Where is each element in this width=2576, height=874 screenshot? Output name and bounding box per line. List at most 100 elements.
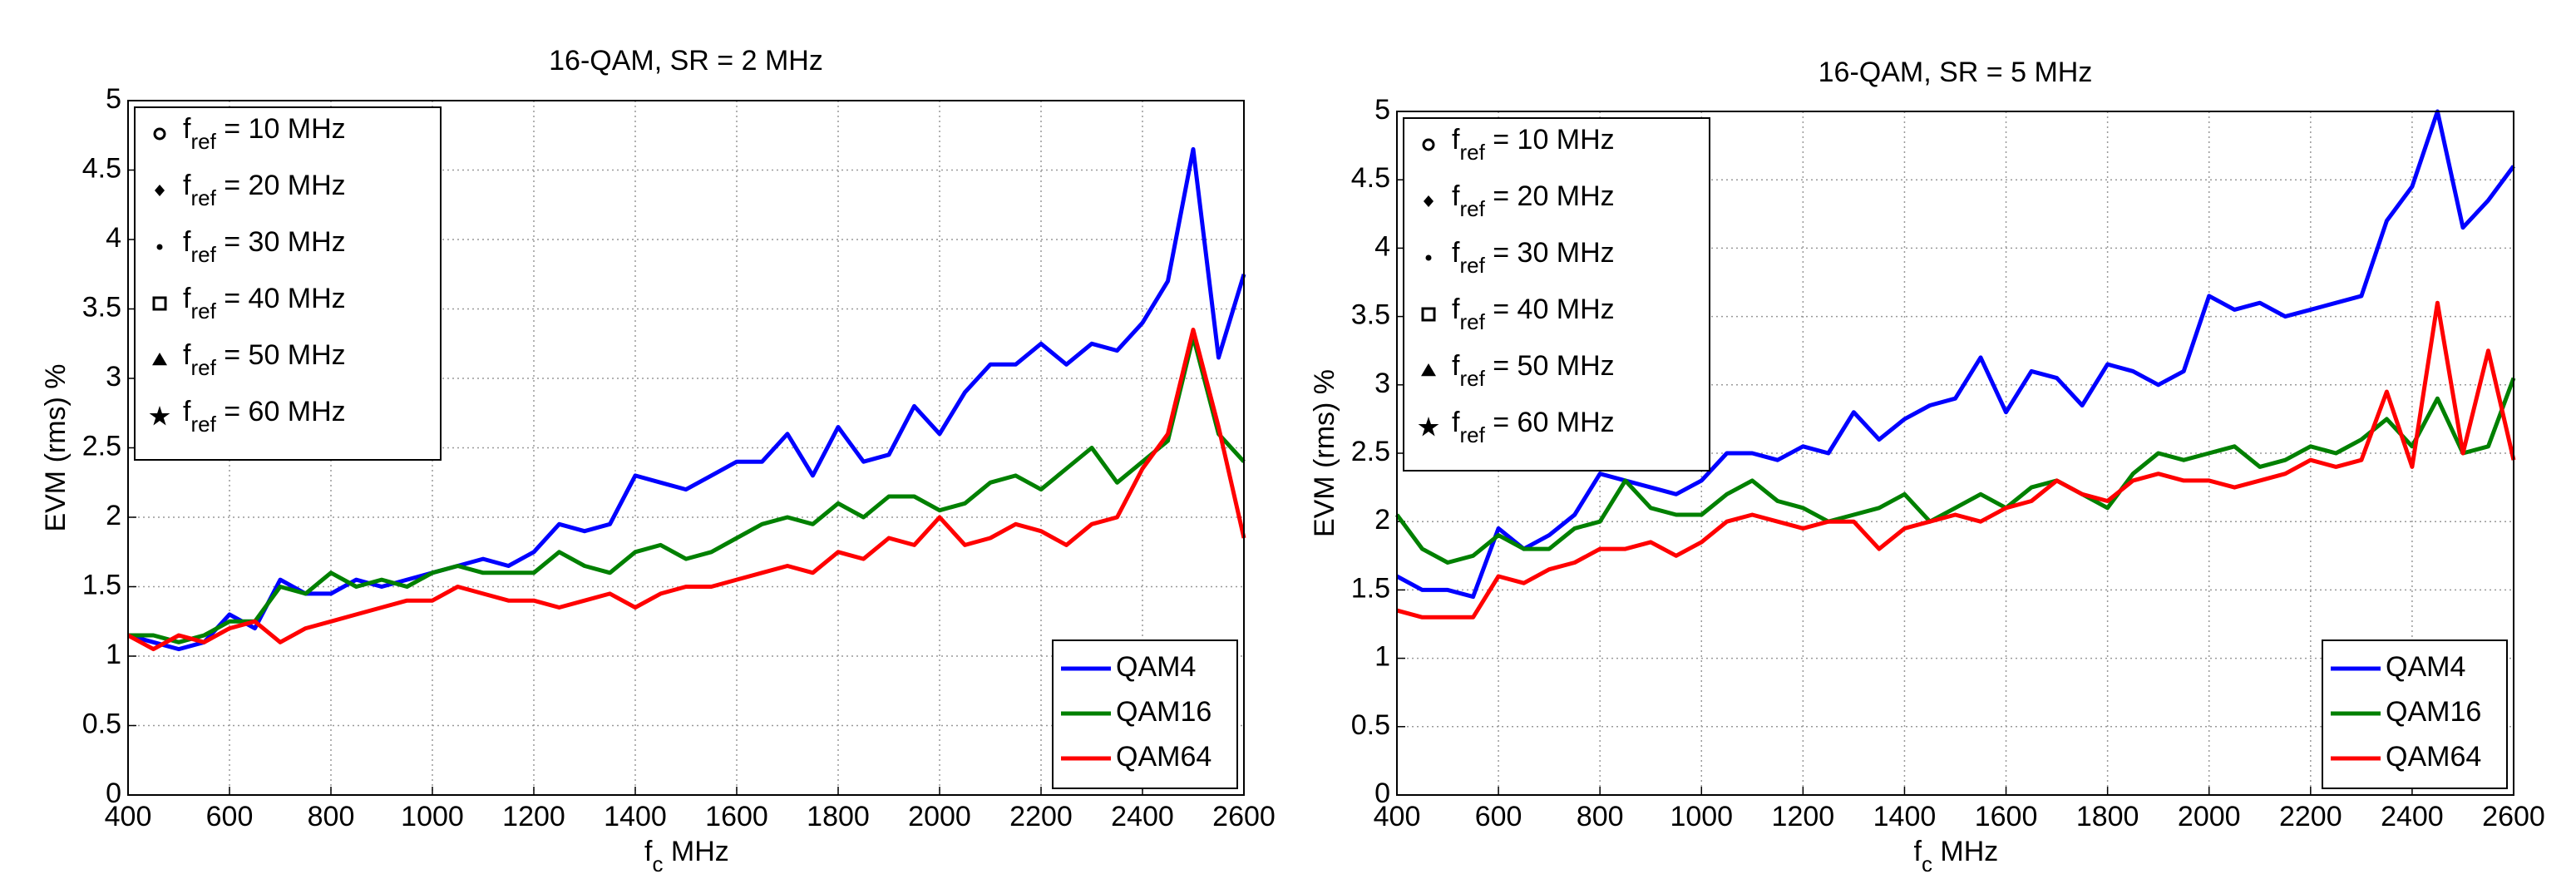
text-rest: = 40 MHz [1485, 294, 1615, 325]
text-rest: = 60 MHz [1485, 407, 1615, 438]
x-tick-label: 2000 [908, 801, 971, 832]
text-sub: ref [190, 355, 216, 380]
text-sub: ref [190, 242, 216, 267]
text-main: f [183, 396, 191, 427]
label: fref = 40 MHz [183, 283, 346, 323]
legend-label: QAM16 [2386, 696, 2481, 728]
text-rest: = 20 MHz [1485, 180, 1615, 212]
legend-label: QAM4 [1116, 651, 1196, 683]
label: fref = 40 MHz [1452, 294, 1615, 334]
legend-label: QAM4 [2386, 651, 2465, 683]
text-main: f [1452, 350, 1460, 382]
label: fref = 20 MHz [1452, 180, 1615, 221]
y-tick-label: 3.5 [1351, 299, 1390, 331]
label: fref = 30 MHz [183, 226, 346, 267]
y-tick-label: 1 [1374, 641, 1390, 673]
text-main: f [1914, 836, 1922, 867]
y-tick-label: 4.5 [82, 152, 121, 184]
x-tick-label: 1400 [1873, 801, 1937, 832]
text-sub: ref [190, 299, 216, 323]
legend-symbol [1418, 417, 1439, 437]
chart-title: 16-QAM, SR = 5 MHz [1818, 57, 2093, 88]
text-main: f [1452, 124, 1460, 156]
text-main: f [183, 339, 191, 371]
x-tick-label: 1400 [604, 801, 667, 832]
y-tick-label: 0.5 [82, 708, 121, 739]
label: fref = 30 MHz [1452, 237, 1615, 278]
y-axis-label: EVM (rms) % [40, 363, 72, 531]
label: fref = 10 MHz [1452, 124, 1615, 165]
x-tick-label: 2600 [2482, 801, 2545, 832]
text-rest: = 10 MHz [1485, 124, 1615, 156]
y-tick-label: 0 [1374, 778, 1390, 809]
text-rest: = 30 MHz [1485, 237, 1615, 269]
x-tick-label: 600 [206, 801, 254, 832]
legend-symbol [1425, 254, 1432, 261]
series-line [1396, 300, 2516, 620]
y-tick-label: 1.5 [1351, 572, 1390, 604]
y-tick-label: 2.5 [1351, 436, 1390, 467]
series-line [126, 328, 1246, 652]
legend-symbol [149, 406, 170, 426]
text-sub: ref [1459, 196, 1485, 221]
x-tick-label: 2200 [2279, 801, 2342, 832]
text-sub: ref [190, 412, 216, 437]
x-tick-label: 2400 [1111, 801, 1174, 832]
series-line [128, 334, 1246, 644]
text-main: f [1452, 294, 1460, 325]
x-tick-label: 2000 [2178, 801, 2241, 832]
legend-symbol [156, 244, 163, 250]
series-line [1395, 109, 2516, 600]
legend-label: QAM16 [1116, 696, 1212, 728]
text-sub: ref [1459, 422, 1485, 447]
x-tick-label: 1200 [1772, 801, 1835, 832]
text-sub: c [1922, 852, 1932, 874]
text-sub: ref [190, 129, 216, 154]
x-tick-label: 2400 [2381, 801, 2444, 832]
y-tick-label: 0 [106, 778, 121, 809]
x-tick-label: 1200 [502, 801, 565, 832]
y-tick-label: 4 [1374, 230, 1390, 262]
y-tick-label: 1.5 [82, 569, 121, 600]
marker-legend-box [134, 106, 442, 461]
y-tick-label: 5 [106, 83, 121, 115]
legend-label: QAM64 [1116, 741, 1212, 773]
legend-symbol [155, 185, 165, 196]
y-tick-label: 5 [1374, 94, 1390, 126]
text-sub: c [652, 852, 663, 874]
text-sub: ref [1459, 253, 1485, 278]
axes-frame [1396, 111, 2514, 796]
marker-legend-box [1403, 117, 1710, 472]
legend-symbol [1421, 363, 1436, 377]
x-tick-label: 800 [308, 801, 355, 832]
text-main: f [1452, 180, 1460, 212]
y-axis-label: EVM (rms) % [1309, 369, 1340, 537]
x-tick-label: 600 [1475, 801, 1522, 832]
y-tick-label: 1 [106, 639, 121, 670]
x-tick-label: 1600 [1975, 801, 2038, 832]
y-tick-label: 4.5 [1351, 162, 1390, 194]
y-tick-label: 3 [106, 361, 121, 393]
x-tick-label: 1800 [2076, 801, 2139, 832]
series-line [127, 146, 1246, 652]
legend-symbol [152, 296, 167, 311]
text-sub: ref [1459, 366, 1485, 391]
chart-title: 16-QAM, SR = 2 MHz [549, 45, 823, 77]
legend-label: QAM64 [2386, 741, 2481, 773]
text-main: f [183, 170, 191, 201]
legend-symbol [1422, 138, 1435, 151]
x-tick-label: 800 [1577, 801, 1624, 832]
legend-symbol [152, 353, 167, 366]
text-rest: = 60 MHz [216, 396, 346, 427]
x-tick-label: 400 [105, 801, 152, 832]
label: fref = 20 MHz [183, 170, 346, 210]
text-main: f [183, 226, 191, 258]
label: fref = 50 MHz [1452, 350, 1615, 391]
text-sub: ref [1459, 309, 1485, 334]
text-rest: = 50 MHz [1485, 350, 1615, 382]
label: fref = 60 MHz [183, 396, 346, 437]
y-tick-label: 4 [106, 222, 121, 254]
label: fref = 50 MHz [183, 339, 346, 380]
x-tick-label: 2600 [1212, 801, 1276, 832]
